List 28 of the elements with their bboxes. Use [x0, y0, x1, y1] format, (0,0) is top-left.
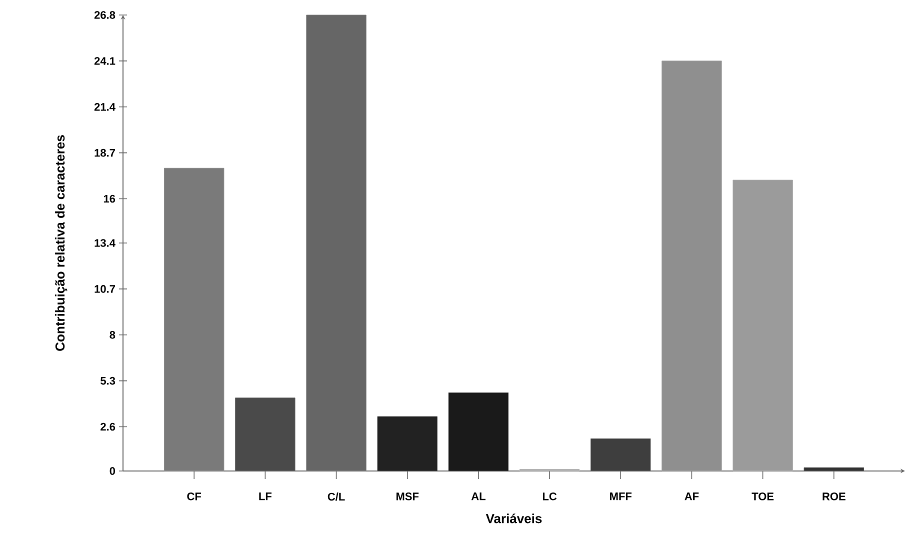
y-tick-label: 16: [104, 194, 116, 203]
x-tick-label: LC: [542, 492, 557, 500]
x-tick-label: AL: [471, 492, 486, 500]
y-tick-label: 0: [110, 467, 116, 475]
y-tick-label: 5.3: [100, 376, 116, 385]
x-tick-label: MFF: [610, 492, 632, 500]
y-tick-label: 26.8: [94, 11, 116, 19]
bar: [164, 168, 224, 472]
bar: [448, 392, 509, 472]
x-tick-label: AF: [684, 492, 699, 500]
x-tick-label: TOE: [752, 492, 774, 500]
x-tick-label: LF: [259, 492, 272, 500]
bar: [662, 60, 722, 472]
y-tick-label: 13.4: [94, 239, 116, 247]
x-axis-title: Variáveis: [486, 514, 542, 524]
y-tick-label: 8: [110, 330, 116, 339]
y-tick-label: 18.7: [94, 148, 115, 157]
bar: [732, 180, 793, 472]
x-tick-label: C/L: [328, 492, 345, 501]
y-axis-title: Contribuição relativa de caracteres: [55, 135, 68, 351]
x-tick-label: CF: [187, 492, 202, 500]
y-tick-label: 21.4: [94, 103, 116, 111]
y-tick-label: 24.1: [94, 57, 116, 65]
x-tick-label: ROE: [822, 492, 846, 500]
y-tick-label: 10.7: [94, 285, 115, 293]
y-tick-label: 2.6: [100, 422, 116, 431]
x-tick-label: MSF: [396, 492, 419, 500]
bar: [377, 416, 438, 472]
